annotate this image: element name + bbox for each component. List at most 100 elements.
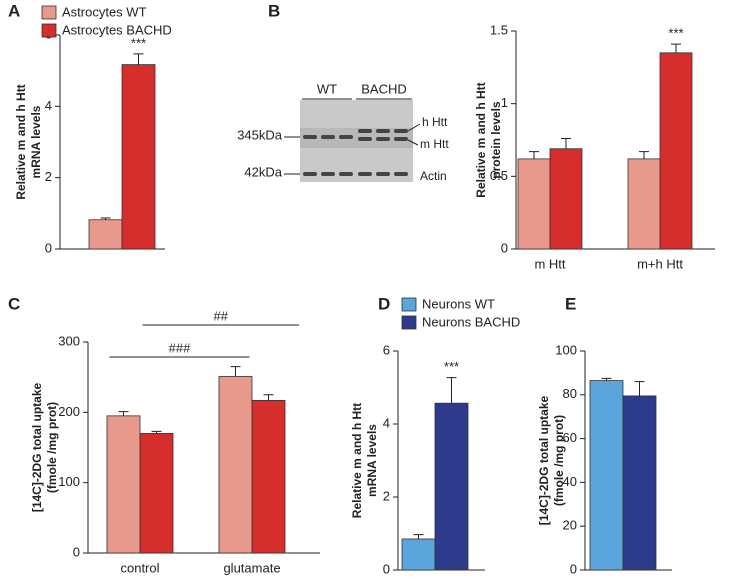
legend-label: Neurons BACHD — [422, 314, 520, 329]
error-bar — [671, 43, 681, 53]
error-bar — [263, 394, 274, 401]
y-tick-label: 0 — [383, 561, 390, 576]
y-axis-label: mRNA levels — [29, 105, 43, 178]
bar — [589, 380, 624, 571]
band — [394, 172, 408, 176]
comparison-label: ## — [214, 308, 229, 323]
y-tick-label: 200 — [58, 404, 80, 419]
legend-label: Astrocytes WT — [62, 4, 147, 19]
band — [394, 129, 408, 133]
panel-label: E — [565, 294, 576, 313]
bar — [218, 376, 253, 554]
band — [394, 137, 408, 141]
band — [376, 172, 390, 176]
comparison-label: ### — [169, 340, 191, 355]
band — [339, 135, 353, 139]
error-bar — [413, 534, 424, 539]
panel-label: A — [8, 1, 20, 20]
y-tick-label: 1 — [501, 95, 508, 110]
error-bar — [601, 377, 612, 381]
y-tick-label: 100 — [555, 342, 577, 357]
y-tick-label: 0 — [501, 240, 508, 255]
band-label: m Htt — [420, 137, 449, 151]
band-pointer — [407, 139, 419, 146]
marker-label: 345kDa — [237, 127, 283, 142]
band — [303, 172, 317, 176]
y-axis-label: (fmole /mg prot) — [552, 415, 566, 506]
y-axis-label: protein levels — [489, 101, 503, 179]
legend-swatch — [401, 315, 417, 330]
bar — [549, 148, 583, 250]
band — [376, 129, 390, 133]
y-tick-label: 40 — [563, 474, 577, 489]
significance-label: *** — [131, 35, 146, 50]
y-tick-label: 80 — [563, 386, 577, 401]
y-axis-label: [14C]-2DG total uptake — [537, 396, 551, 526]
bar — [401, 538, 436, 571]
error-bar — [529, 151, 539, 159]
bar — [251, 399, 286, 554]
y-axis-label: (fmole /mg prot) — [45, 402, 59, 493]
y-axis-label: Relative m and h Htt — [474, 82, 488, 197]
band — [339, 172, 353, 176]
y-tick-label: 0 — [45, 240, 52, 255]
error-bar — [118, 411, 129, 416]
y-tick-label: 6 — [383, 342, 390, 357]
y-tick-label: 2 — [45, 169, 52, 184]
error-bar — [100, 217, 111, 220]
panel-label: C — [8, 294, 20, 313]
panel-label: B — [268, 1, 280, 20]
significance-label: *** — [668, 26, 683, 41]
marker-label: 42kDa — [244, 164, 282, 179]
y-tick-label: 2 — [383, 488, 390, 503]
band — [321, 135, 335, 139]
band-label: Actin — [420, 169, 447, 183]
bar — [88, 219, 123, 250]
band — [376, 137, 390, 141]
bar — [106, 415, 141, 554]
band — [321, 172, 335, 176]
y-tick-label: 0 — [73, 544, 80, 559]
significance-label: *** — [444, 359, 459, 374]
x-tick-label: m+h Htt — [637, 256, 683, 271]
blot-bands — [303, 129, 408, 176]
panel-label: D — [378, 294, 390, 313]
band — [303, 135, 317, 139]
y-axis-label: [14C]-2DG total uptake — [30, 383, 44, 513]
bar — [139, 433, 174, 554]
y-tick-label: 0 — [570, 561, 577, 576]
band-pointer — [407, 123, 421, 132]
band-label: h Htt — [422, 115, 448, 129]
lane-label: BACHD — [361, 81, 407, 96]
error-bar — [446, 377, 457, 404]
bar — [622, 395, 657, 571]
bar — [627, 158, 661, 250]
band — [358, 129, 372, 133]
x-tick-label: m Htt — [534, 256, 565, 271]
bar — [434, 402, 469, 571]
legend-swatch — [401, 297, 417, 312]
legend-swatch — [41, 23, 57, 38]
error-bar — [634, 381, 645, 396]
y-tick-label: 4 — [383, 415, 390, 430]
legend-label: Astrocytes BACHD — [62, 22, 172, 37]
y-tick-label: 300 — [58, 333, 80, 348]
y-axis-label: Relative m and h Htt — [14, 84, 28, 199]
legend-swatch — [41, 5, 57, 20]
bar — [121, 64, 156, 250]
x-tick-label: control — [120, 560, 159, 575]
error-bar — [151, 430, 162, 434]
bar — [659, 52, 693, 250]
band — [358, 137, 372, 141]
x-tick-label: glutamate — [223, 560, 280, 575]
y-axis-label: Relative m and h Htt — [350, 403, 364, 518]
error-bar — [639, 151, 649, 159]
y-tick-label: 1.5 — [490, 22, 508, 37]
band — [358, 172, 372, 176]
y-tick-label: 20 — [563, 518, 577, 533]
y-tick-label: 60 — [563, 430, 577, 445]
error-bar — [561, 138, 571, 149]
error-bar — [133, 53, 144, 65]
